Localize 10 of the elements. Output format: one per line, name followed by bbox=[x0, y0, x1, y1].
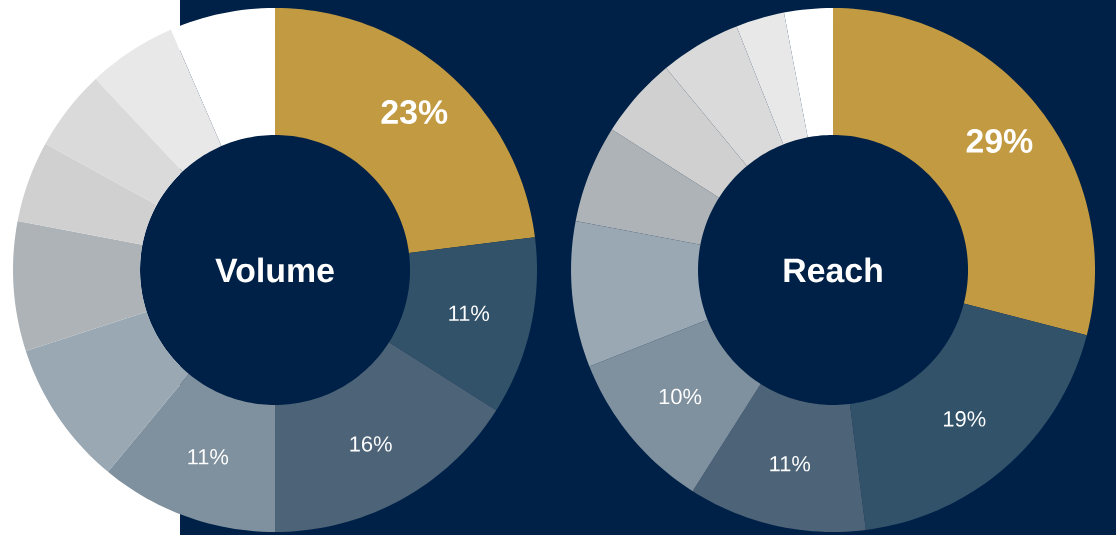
data-label: 11% bbox=[188, 449, 229, 465]
data-label: 19% bbox=[944, 411, 986, 427]
data-label: 10% bbox=[659, 388, 702, 405]
data-label: 11% bbox=[449, 305, 490, 321]
text: Reach bbox=[784, 257, 882, 283]
text: Volume bbox=[215, 257, 334, 283]
data-label: 16% bbox=[350, 436, 392, 452]
data-label: 29% bbox=[966, 128, 1033, 153]
data-label: 23% bbox=[381, 100, 448, 125]
data-label: 11% bbox=[770, 456, 811, 472]
